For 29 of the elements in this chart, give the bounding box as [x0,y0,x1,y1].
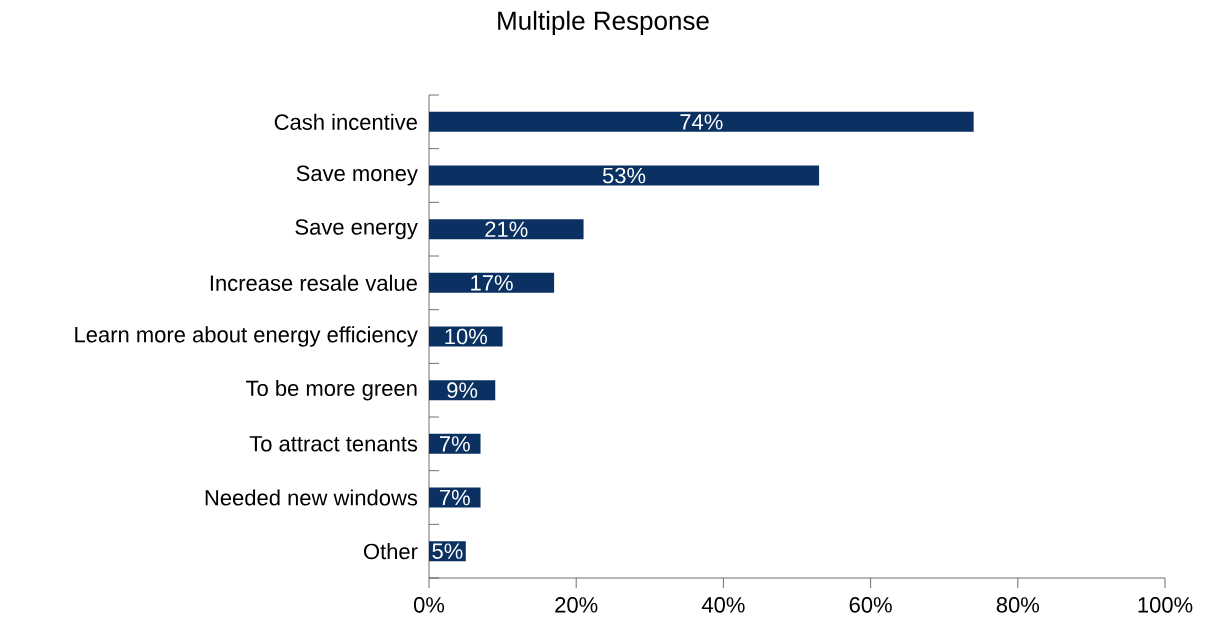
y-tick-label: Learn more about energy efficiency [75,326,418,347]
bar [429,219,584,240]
y-tick-label: Save energy [295,219,418,240]
x-tick-label: 40% [701,597,745,613]
chart-title: Multiple Response [498,10,709,36]
data-label: 7% [439,489,470,506]
y-tick-label: Cash incentive [274,113,417,130]
y-tick-label: Needed new windows [205,489,418,506]
y-tick-label: Save money [296,165,418,186]
y-tick-label: Increase resale value [210,274,417,291]
y-tick-label: To attract tenants [249,436,418,452]
x-tick-label: 0% [413,597,445,613]
x-tick-label: 20% [555,597,598,613]
y-tick-label: To be more green [246,379,417,401]
x-tick-label: 100% [1138,597,1193,613]
bar [429,272,555,293]
data-label: 17% [471,275,513,291]
data-label: 10% [445,328,488,345]
bar [429,165,820,186]
bar [429,111,974,132]
data-label: 53% [602,167,646,184]
data-label: 5% [432,543,463,559]
data-label: 74% [680,114,723,130]
y-tick-label: Other [363,543,418,560]
data-label: 21% [485,221,528,237]
data-label: 7% [439,436,470,452]
x-tick-label: 80% [996,597,1040,613]
x-tick-label: 60% [849,597,892,613]
data-label: 9% [447,382,478,398]
